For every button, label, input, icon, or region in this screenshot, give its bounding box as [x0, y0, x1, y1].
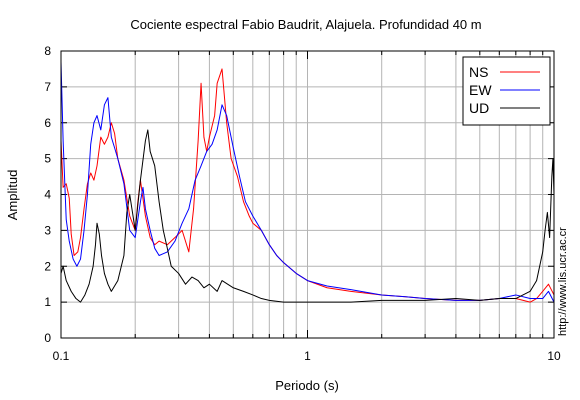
legend-box: [462, 56, 551, 126]
legend: NS EW UD: [462, 56, 551, 126]
y-tick-label: 3: [44, 223, 51, 237]
x-axis-label: Periodo (s): [275, 378, 339, 393]
y-axis-label: Amplitud: [5, 170, 20, 221]
chart-title: Cociente espectral Fabio Baudrit, Alajue…: [130, 17, 481, 32]
watermark-url: http://www.lis.ucr.ac.cr: [557, 227, 569, 336]
x-tick-labels: 0.1 1 10: [53, 349, 561, 363]
y-tick-label: 6: [44, 116, 51, 130]
y-tick-labels: 0 1 2 3 4 5 6 7 8: [44, 44, 51, 345]
series-layer: [60, 61, 555, 303]
x-tick-label: 0.1: [53, 349, 70, 363]
y-tick-label: 0: [44, 331, 51, 345]
x-tick-label: 1: [304, 349, 311, 363]
y-tick-label: 2: [44, 259, 51, 273]
y-tick-label: 8: [44, 44, 51, 58]
y-tick-label: 5: [44, 152, 51, 166]
x-tick-label: 10: [547, 349, 561, 363]
grid: [61, 51, 554, 338]
plot-frame: [60, 50, 555, 339]
series-line-ud: [60, 129, 555, 303]
series-line-ew: [60, 61, 555, 303]
legend-label-ew: EW: [469, 82, 492, 98]
legend-label-ud: UD: [469, 100, 489, 116]
y-tick-label: 1: [44, 295, 51, 309]
legend-label-ns: NS: [469, 64, 488, 80]
y-tick-label: 7: [44, 80, 51, 94]
y-tick-label: 4: [44, 188, 51, 202]
